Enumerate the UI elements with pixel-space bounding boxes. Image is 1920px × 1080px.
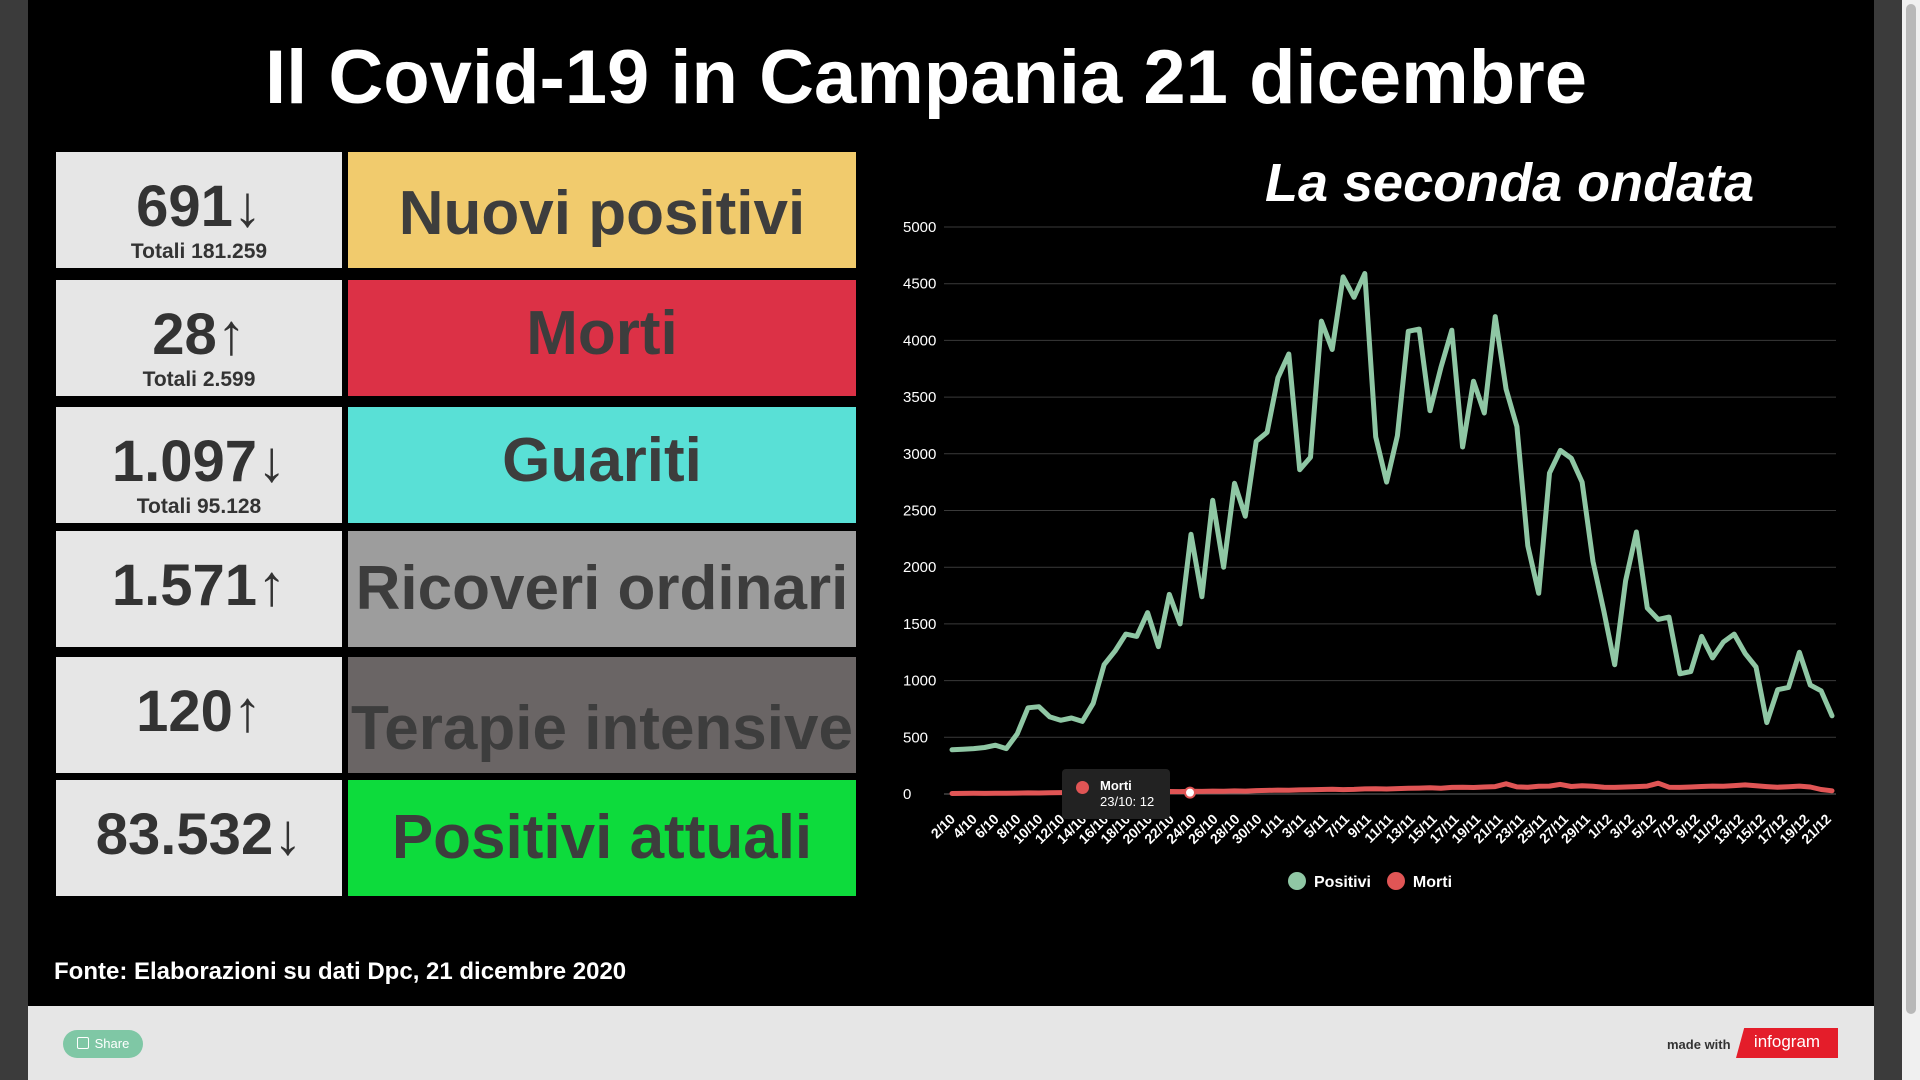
indicator-value: 28↑ xyxy=(56,304,342,366)
indicator-value-box: 1.571↑ xyxy=(56,531,342,647)
indicator-row: 120↑ Terapie intensive xyxy=(56,657,856,773)
share-label: Share xyxy=(94,1036,130,1051)
indicator-value-box: 83.532↓ xyxy=(56,780,342,896)
indicator-value-box: 120↑ xyxy=(56,657,342,773)
indicator-total: Totali 2.599 xyxy=(142,368,256,391)
scrollbar-thumb[interactable] xyxy=(1906,4,1916,1014)
y-tick-label: 3500 xyxy=(903,389,936,406)
indicator-row: 83.532↓ Positivi attuali xyxy=(56,780,856,896)
scrollbar[interactable] xyxy=(1902,0,1920,1080)
y-tick-label: 2500 xyxy=(903,503,936,520)
y-tick-label: 1500 xyxy=(903,616,936,633)
trend-arrow-icon: ↑ xyxy=(216,302,246,367)
indicator-number: 28 xyxy=(152,302,217,367)
tooltip-series: Morti xyxy=(1100,778,1132,793)
y-tick-label: 4000 xyxy=(903,332,936,349)
indicator-label: Positivi attuali xyxy=(391,803,813,872)
indicator-label: Morti xyxy=(526,299,678,368)
indicator-row: 28↑ Totali 2.599 Morti xyxy=(56,280,856,396)
trend-arrow-icon: ↓ xyxy=(257,429,287,494)
indicator-number: 1.571 xyxy=(111,553,258,618)
legend-label: Positivi xyxy=(1314,874,1371,891)
indicator-number: 1.097 xyxy=(111,429,258,494)
y-tick-label: 1000 xyxy=(903,673,936,690)
indicator-value-box: 1.097↓ Totali 95.128 xyxy=(56,407,342,523)
indicator-number: 120 xyxy=(136,679,233,744)
indicator-value: 691↓ xyxy=(56,176,342,238)
share-icon xyxy=(76,1037,89,1049)
right-gutter xyxy=(1874,0,1902,1080)
legend-label: Morti xyxy=(1412,874,1453,891)
indicator-value: 83.532↓ xyxy=(56,804,342,866)
y-tick-label: 2000 xyxy=(903,559,936,576)
indicator-label: Guariti xyxy=(502,426,702,495)
chart-title: La seconda ondata xyxy=(1265,153,1755,213)
indicator-row: 1.097↓ Totali 95.128 Guariti xyxy=(56,407,856,523)
legend-dot-icon xyxy=(1386,872,1405,890)
indicator-label: Nuovi positivi xyxy=(398,179,806,248)
indicator-label-box: Nuovi positivi xyxy=(348,152,856,268)
indicator-label: Ricoveri ordinari xyxy=(355,554,849,623)
indicator-value: 1.571↑ xyxy=(56,555,342,617)
highlight-point xyxy=(1184,786,1196,799)
legend-item[interactable]: Morti xyxy=(1386,872,1453,892)
trend-arrow-icon: ↑ xyxy=(257,553,287,618)
chart-legend: Positivi Morti xyxy=(1288,872,1468,892)
y-tick-label: 500 xyxy=(903,729,928,746)
made-with-label: made with xyxy=(1667,1037,1731,1052)
indicator-total: Totali 181.259 xyxy=(130,240,268,263)
source-note: Fonte: Elaborazioni su dati Dpc, 21 dice… xyxy=(54,958,627,985)
indicator-value-box: 28↑ Totali 2.599 xyxy=(56,280,342,396)
tooltip-value: 23/10: 12 xyxy=(1100,794,1155,809)
y-tick-label: 5000 xyxy=(903,219,936,236)
footer-bar xyxy=(28,1006,1874,1080)
trend-arrow-icon: ↓ xyxy=(232,174,262,239)
page-title: Il Covid-19 in Campania 21 dicembre xyxy=(265,35,1587,120)
y-tick-label: 0 xyxy=(903,786,911,803)
indicator-label-box: Ricoveri ordinari xyxy=(348,531,856,647)
indicator-row: 1.571↑ Ricoveri ordinari xyxy=(56,531,856,647)
y-tick-label: 4500 xyxy=(903,276,936,293)
indicator-number: 83.532 xyxy=(95,802,274,867)
legend-dot-icon xyxy=(1288,872,1306,890)
chart-tooltip: Morti 23/10: 12 xyxy=(1062,769,1170,819)
indicator-label-box: Positivi attuali xyxy=(348,780,856,896)
indicator-label: Terapie intensive xyxy=(351,694,853,763)
indicator-value-box: 691↓ Totali 181.259 xyxy=(56,152,342,268)
indicator-label-box: Morti xyxy=(348,280,856,396)
series-line-positivi xyxy=(949,271,1835,753)
infogram-logo[interactable]: infogram xyxy=(1736,1028,1838,1058)
legend-item[interactable]: Positivi xyxy=(1288,872,1371,892)
indicator-row: 691↓ Totali 181.259 Nuovi positivi xyxy=(56,152,856,268)
y-tick-label: 3000 xyxy=(903,446,936,463)
tooltip-dot-icon xyxy=(1076,781,1089,794)
indicator-label-box: Terapie intensive xyxy=(348,657,856,773)
indicator-number: 691 xyxy=(136,174,233,239)
indicator-total: Totali 95.128 xyxy=(136,495,262,518)
share-button[interactable]: Share xyxy=(63,1030,143,1058)
indicator-label-box: Guariti xyxy=(348,407,856,523)
trend-arrow-icon: ↑ xyxy=(232,679,262,744)
indicator-value: 120↑ xyxy=(56,681,342,743)
trend-arrow-icon: ↓ xyxy=(273,802,303,867)
indicator-value: 1.097↓ xyxy=(56,431,342,493)
